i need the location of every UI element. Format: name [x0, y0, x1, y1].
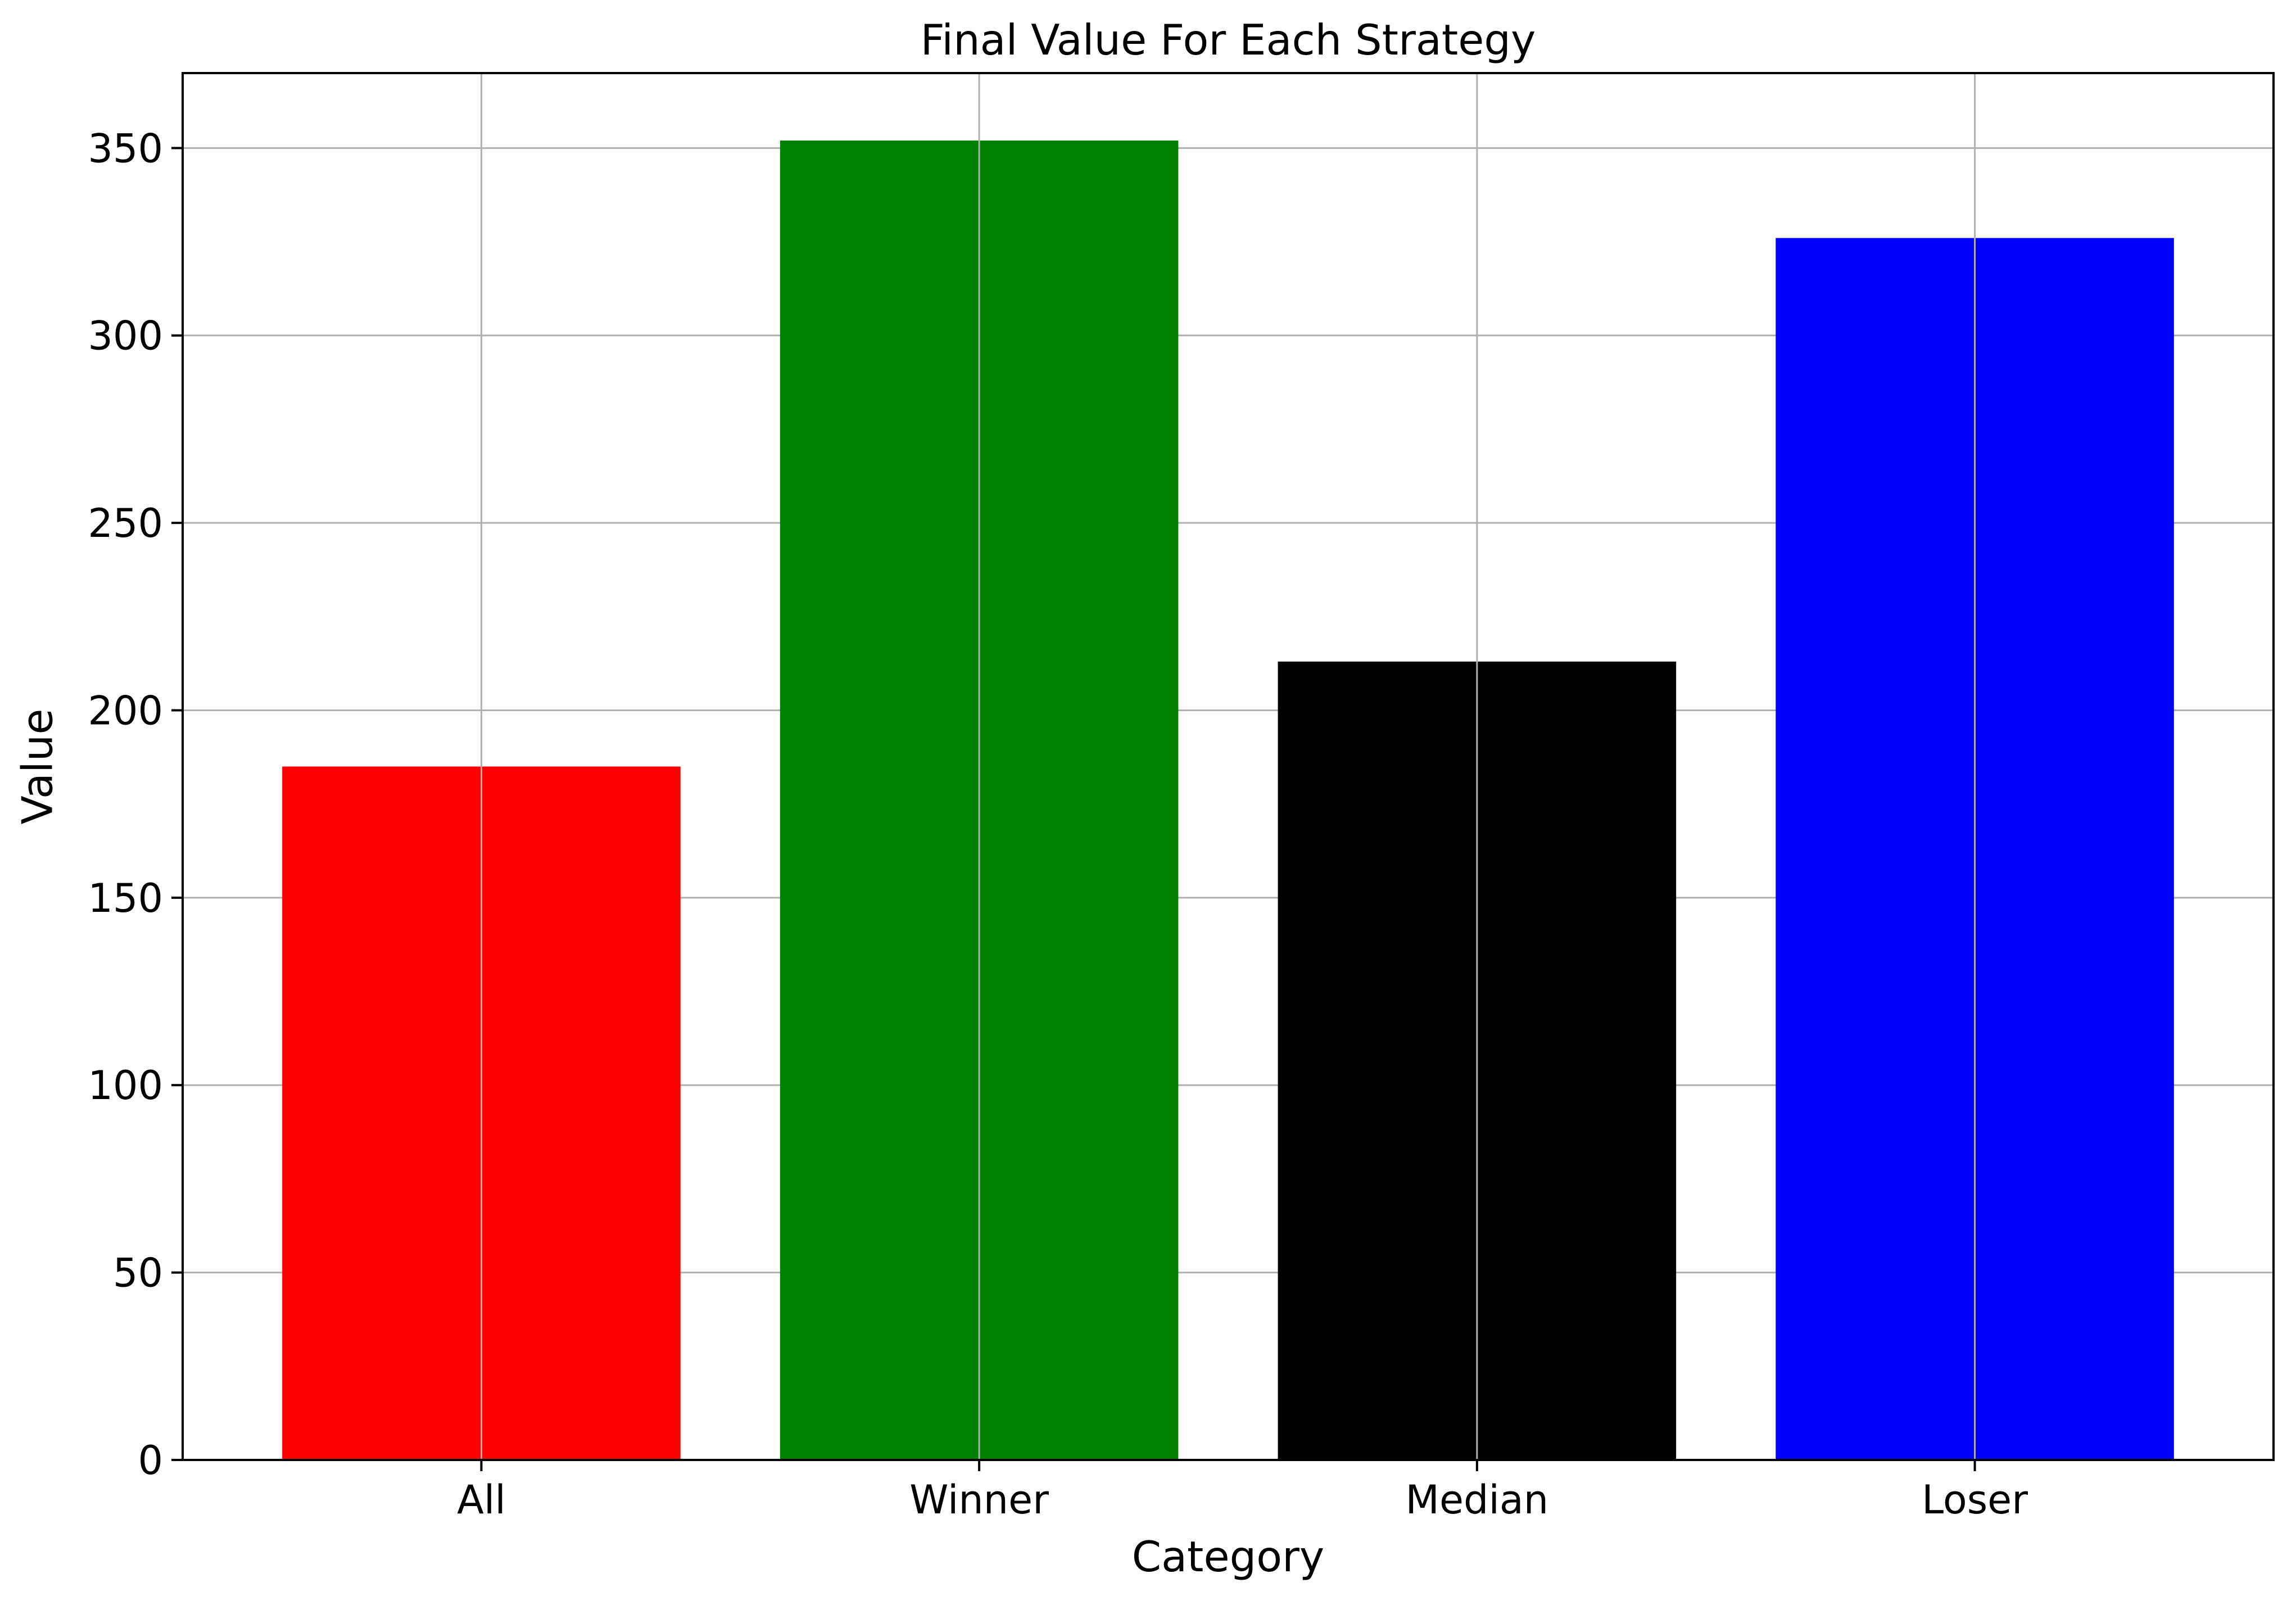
x-tick-label-all: All: [457, 1477, 506, 1523]
y-tick-label-2: 100: [88, 1063, 163, 1109]
x-tick-label-winner: Winner: [909, 1477, 1049, 1523]
x-axis-label: Category: [1132, 1532, 1325, 1581]
y-tick-label-5: 250: [88, 500, 163, 546]
y-ticks: 0 50 100 150 200 250 300 350: [88, 125, 183, 1484]
x-tick-label-loser: Loser: [1922, 1477, 2028, 1523]
vertical-grid-lines: [480, 73, 1976, 1460]
x-tick-label-median: Median: [1406, 1477, 1549, 1523]
y-tick-label-0: 0: [138, 1437, 163, 1484]
y-tick-label-3: 150: [88, 875, 163, 921]
y-tick-label-6: 300: [88, 313, 163, 359]
y-tick-label-7: 350: [88, 125, 163, 171]
y-axis-label: Value: [13, 709, 62, 825]
y-tick-label-1: 50: [113, 1250, 163, 1296]
chart-title: Final Value For Each Strategy: [921, 15, 1536, 65]
plot-frame: [182, 72, 2275, 1461]
y-tick-label-4: 200: [88, 688, 163, 734]
x-ticks: All Winner Median Loser: [457, 1460, 2028, 1523]
